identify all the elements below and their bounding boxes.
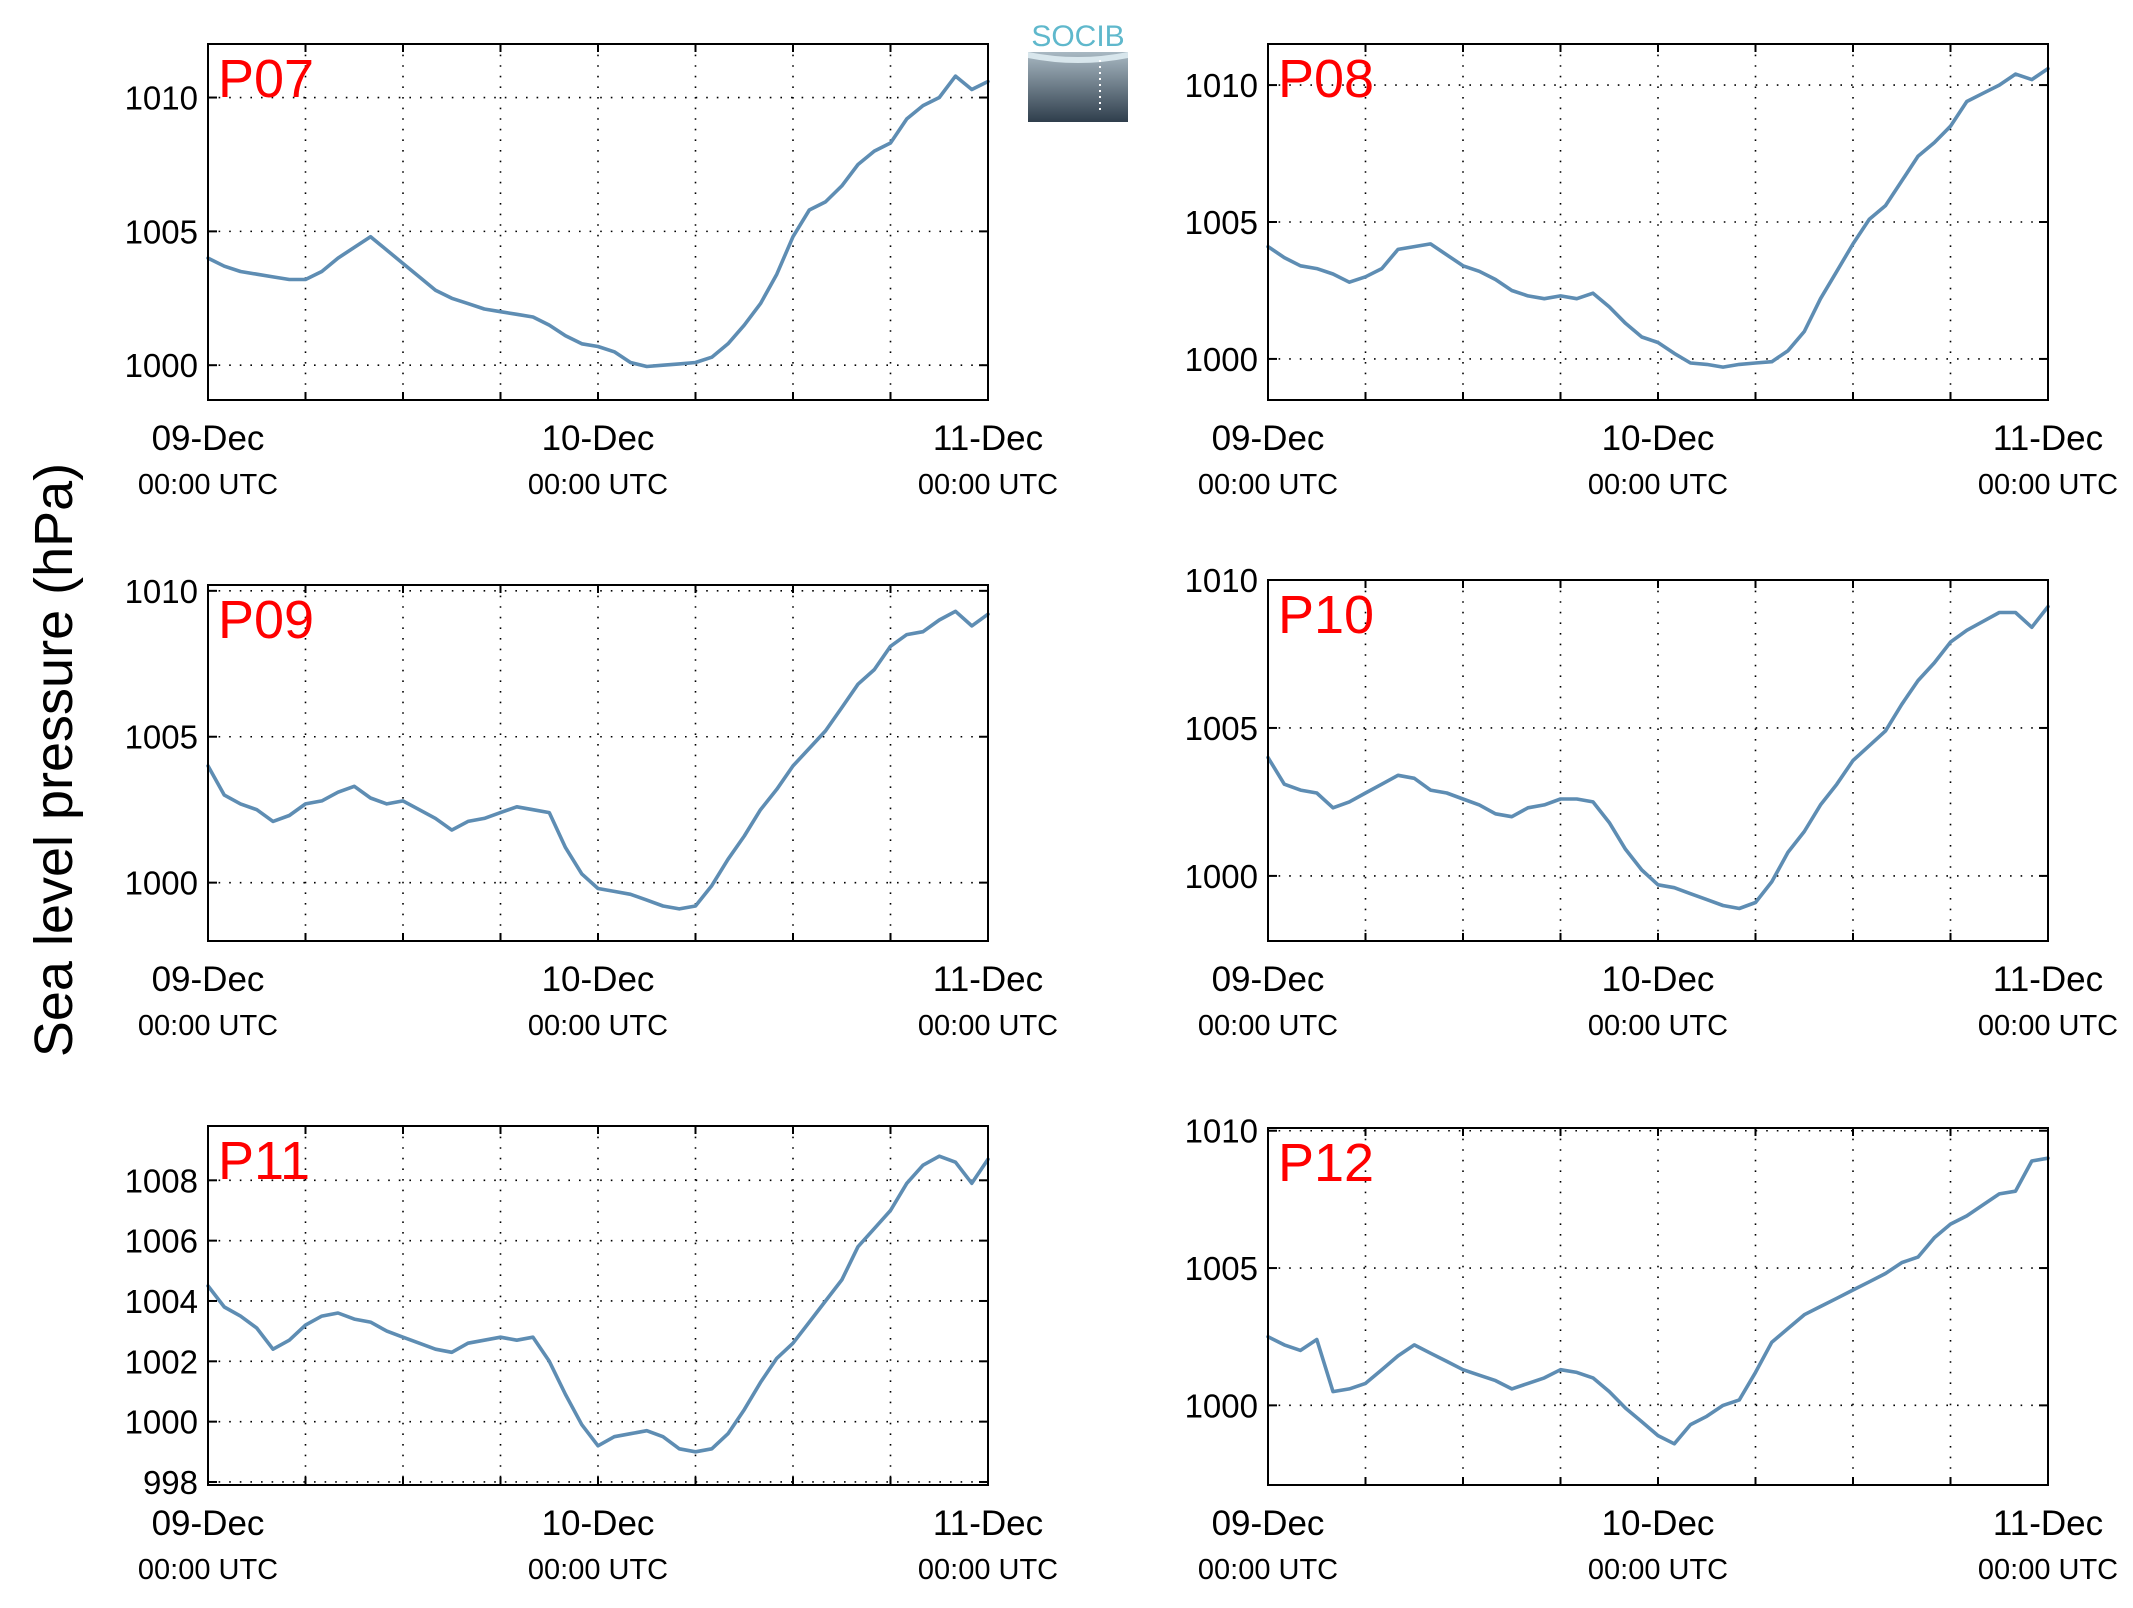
y-tick-label: 998 [143,1464,198,1501]
x-tick-label-date: 10-Dec [1602,419,1715,458]
chart-panel-1: 1000 1005 1010 09-Dec 00:00 UTC 10-Dec 00:00 U… [125,43,1058,501]
chart-panel-5: 998 1000 1002 1004 1006 1008 09-Dec 00:00 UTC 10… [125,1125,1058,1586]
y-tick-label: 1004 [125,1283,198,1320]
chart-panel-6: 1000 1005 1010 09-Dec 00:00 UTC 10-Dec 00:00 U… [1185,1113,2119,1586]
series-line [206,74,990,369]
y-tick-label: 1005 [125,213,198,250]
y-tick-label: 1005 [1185,710,1258,747]
x-tick-label-date: 11-Dec [933,419,1043,458]
x-tick-label-time: 00:00 UTC [918,1010,1058,1042]
logo-text: SOCIB [1031,20,1124,53]
x-tick-label-time: 00:00 UTC [138,1554,278,1586]
y-tick-label: 1000 [1185,1387,1258,1424]
x-tick-label-date: 09-Dec [1212,960,1325,999]
x-tick-label-date: 09-Dec [152,1504,265,1543]
x-tick-label-time: 00:00 UTC [918,1554,1058,1586]
panel-label: P12 [1278,1133,1374,1193]
x-tick-label-date: 09-Dec [152,960,265,999]
y-tick-label: 1000 [125,347,198,384]
x-tick-label-time: 00:00 UTC [918,469,1058,501]
socib-logo: SOCIB [1028,20,1128,122]
panel-label: P07 [218,49,314,109]
logo-wave-shape [1028,52,1128,63]
x-tick-label-date: 11-Dec [933,960,1043,999]
y-tick-label: 1000 [1185,858,1258,895]
y-tick-label: 1005 [125,719,198,756]
x-tick-label-time: 00:00 UTC [1588,469,1728,501]
series-line [1266,66,2050,369]
x-tick-label-time: 00:00 UTC [528,469,668,501]
y-tick-label: 1000 [1185,341,1258,378]
x-tick-label-date: 10-Dec [542,419,655,458]
x-tick-label-date: 11-Dec [1993,419,2103,458]
x-tick-label-time: 00:00 UTC [1588,1554,1728,1586]
x-tick-label-time: 00:00 UTC [1198,1554,1338,1586]
y-tick-label: 1010 [1185,1113,1258,1150]
panels: 1000 1005 1010 09-Dec 00:00 UTC 10-Dec 00:00 U… [125,43,2119,1586]
x-tick-label-date: 09-Dec [1212,419,1325,458]
series-line [1266,604,2050,911]
panel-label: P10 [1278,585,1374,645]
y-tick-label: 1006 [125,1223,198,1260]
y-tick-label: 1010 [125,573,198,610]
x-tick-label-time: 00:00 UTC [1588,1010,1728,1042]
x-tick-label-date: 09-Dec [1212,1504,1325,1543]
y-tick-label: 1005 [1185,204,1258,241]
x-tick-label-time: 00:00 UTC [528,1010,668,1042]
x-tick-label-date: 10-Dec [542,960,655,999]
x-tick-label-date: 11-Dec [933,1504,1043,1543]
y-tick-label: 1010 [125,80,198,117]
x-tick-label-time: 00:00 UTC [1978,469,2118,501]
logo-water-block [1028,52,1128,122]
y-tick-label: 1010 [1185,67,1258,104]
y-tick-label: 1000 [125,865,198,902]
x-tick-label-date: 10-Dec [1602,960,1715,999]
x-tick-label-time: 00:00 UTC [1198,469,1338,501]
y-tick-label: 1008 [125,1162,198,1199]
x-tick-label-time: 00:00 UTC [138,469,278,501]
x-tick-label-date: 10-Dec [542,1504,655,1543]
series-line [1266,1156,2050,1446]
x-tick-label-time: 00:00 UTC [138,1010,278,1042]
x-tick-label-date: 10-Dec [1602,1504,1715,1543]
chart-panel-4: 1000 1005 1010 09-Dec 00:00 UTC 10-Dec 00:00 U… [1185,562,2119,1042]
panel-label: P11 [218,1131,310,1191]
chart-panel-3: 1000 1005 1010 09-Dec 00:00 UTC 10-Dec 00:00 U… [125,573,1059,1042]
x-tick-label-time: 00:00 UTC [1978,1010,2118,1042]
series-line [206,609,990,911]
y-tick-label: 1010 [1185,562,1258,599]
x-tick-label-time: 00:00 UTC [1978,1554,2118,1586]
x-tick-label-date: 11-Dec [1993,1504,2103,1543]
x-tick-label-time: 00:00 UTC [1198,1010,1338,1042]
series-line [206,1154,990,1454]
y-axis-label: Sea level pressure (hPa) [24,463,84,1057]
y-tick-label: 1000 [125,1404,198,1441]
chart-panel-2: 1000 1005 1010 09-Dec 00:00 UTC 10-Dec 00:00 U… [1185,43,2118,501]
x-tick-label-time: 00:00 UTC [528,1554,668,1586]
panel-label: P08 [1278,49,1374,109]
y-tick-label: 1002 [125,1343,198,1380]
panel-label: P09 [218,590,314,650]
x-tick-label-date: 09-Dec [152,419,265,458]
y-tick-label: 1005 [1185,1250,1258,1287]
x-tick-label-date: 11-Dec [1993,960,2103,999]
